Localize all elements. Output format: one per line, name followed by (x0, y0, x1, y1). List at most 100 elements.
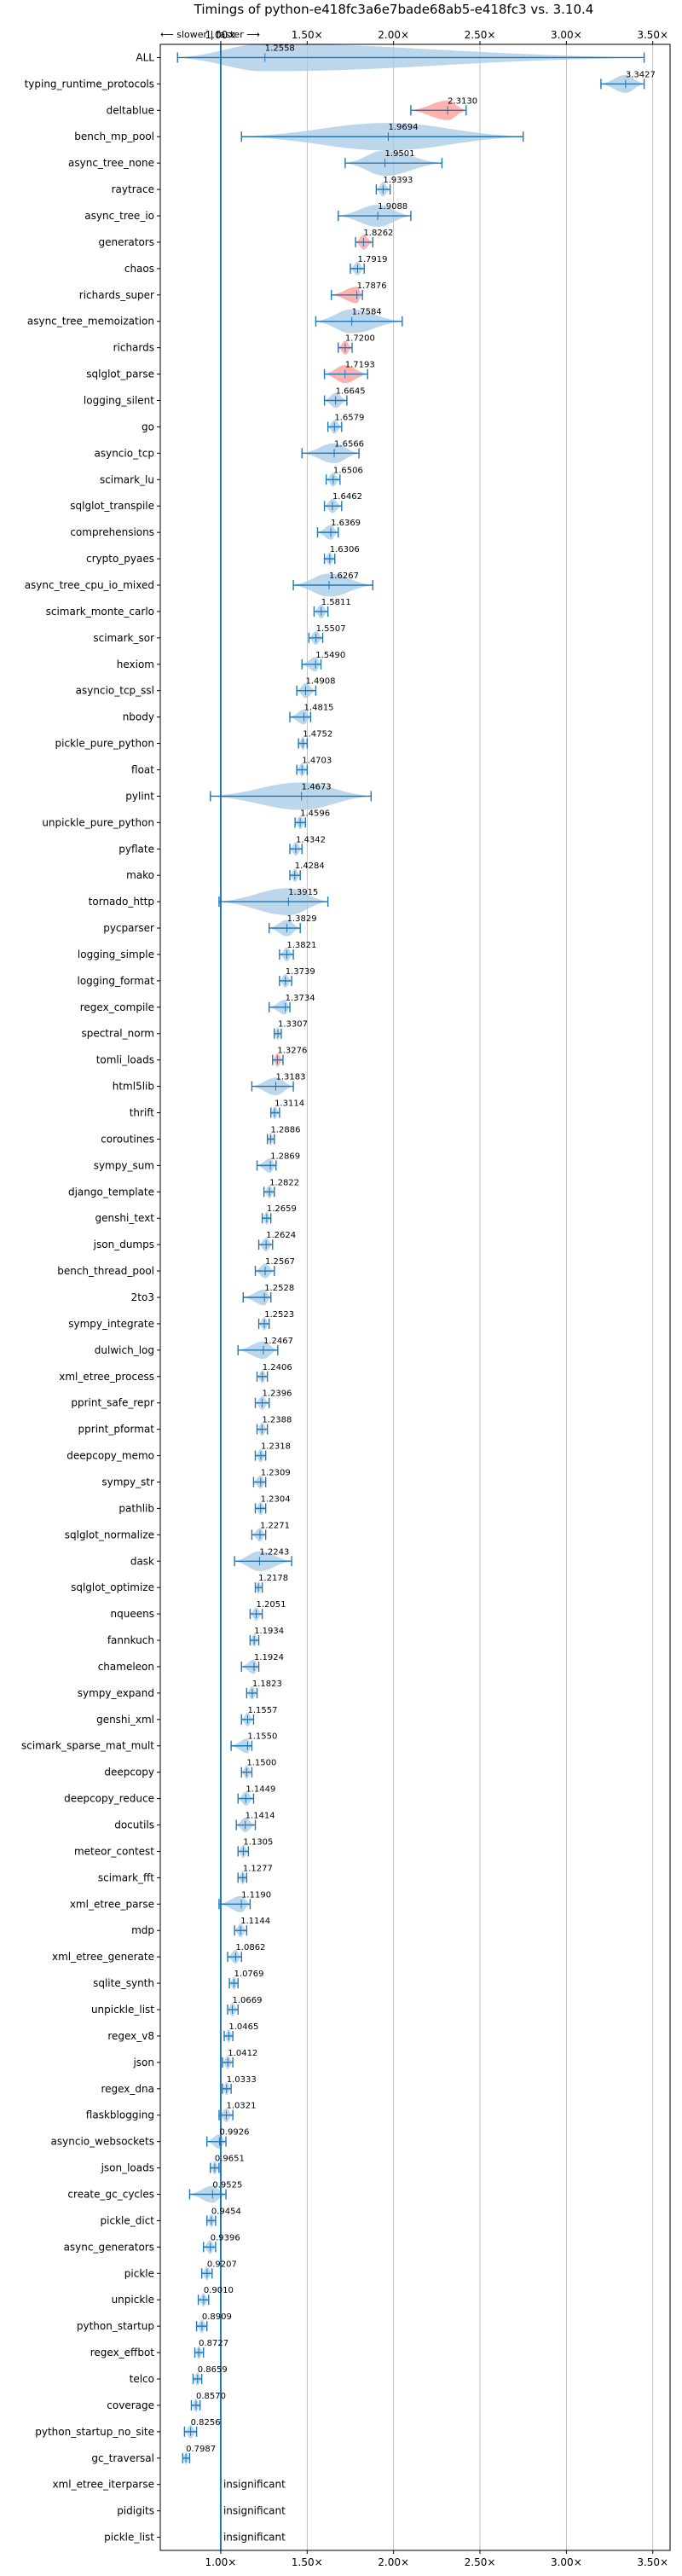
value-label: 1.2178 (258, 1574, 288, 1583)
y-tick-label: spectral_norm (81, 1028, 154, 1040)
value-label: 1.6369 (331, 519, 361, 528)
value-label: 1.2396 (263, 1390, 292, 1399)
value-label: 1.0412 (228, 2049, 257, 2058)
marks-layer (176, 44, 645, 2550)
value-label: 1.2304 (261, 1494, 291, 1504)
y-tick-label: deepcopy_memo (66, 1450, 154, 1462)
y-tick-label: xml_etree_parse (70, 1898, 154, 1910)
plot-frame (159, 44, 671, 2551)
y-tick-label: unpickle (112, 2294, 154, 2306)
y-tick-label: asyncio_websockets (51, 2136, 154, 2148)
y-tick-label: 2to3 (131, 1291, 154, 1303)
insignificant-label: insignificant (223, 2505, 286, 2517)
y-tick-label: asyncio_tcp_ssl (76, 685, 154, 697)
value-label: 0.8570 (196, 2392, 226, 2401)
y-tick-label: telco (130, 2373, 154, 2385)
value-label: 0.8909 (202, 2312, 232, 2322)
y-tick-label: scimark_sor (93, 632, 154, 644)
value-label: 0.9454 (211, 2207, 241, 2216)
value-label: 1.3739 (286, 967, 315, 977)
value-label: 1.9393 (383, 176, 413, 185)
value-label: 1.1557 (248, 1706, 278, 1715)
value-label: 1.6506 (333, 466, 363, 475)
y-tick-label: json (132, 2057, 154, 2068)
x-tick-label-bottom: 3.00× (551, 2556, 582, 2568)
y-tick-label: logging_silent (84, 395, 154, 407)
value-label: 1.7919 (357, 255, 387, 264)
value-label: 1.5811 (321, 598, 351, 607)
value-label: 1.7584 (352, 308, 382, 317)
value-label: 1.1500 (246, 1759, 276, 1768)
y-tick-label: scimark_monte_carlo (46, 606, 154, 618)
y-tick-label: async_tree_cpu_io_mixed (25, 579, 154, 591)
value-label: 1.2051 (257, 1600, 286, 1610)
y-tick-label: crypto_pyaes (86, 553, 154, 565)
y-tick-label: docutils (114, 1819, 154, 1831)
value-label: 1.0465 (228, 2022, 258, 2032)
value-label: 1.9501 (385, 149, 415, 159)
y-tick-label: fannkuch (107, 1634, 154, 1646)
y-tick-label: typing_runtime_protocols (25, 78, 154, 90)
value-label: 2.3130 (448, 96, 477, 106)
y-tick-label: hexiom (117, 659, 154, 670)
value-label: 1.9088 (378, 202, 407, 212)
value-label: 0.7987 (186, 2445, 216, 2454)
y-tick-label: pickle_pure_python (55, 738, 154, 750)
y-tick-label: sympy_expand (78, 1687, 154, 1699)
y-tick-label: async_tree_none (68, 157, 154, 169)
y-tick-label: tomli_loads (96, 1054, 154, 1066)
value-label: 1.4596 (300, 809, 330, 818)
value-label: 1.2624 (266, 1231, 296, 1240)
y-tick-label: sqlglot_transpile (70, 500, 154, 512)
value-label: 1.4342 (296, 835, 326, 844)
value-label: 1.4908 (305, 677, 335, 687)
value-label: 1.2523 (264, 1310, 294, 1320)
y-tick-label: chaos (124, 263, 154, 275)
y-tick-label: create_gc_cycles (67, 2188, 154, 2200)
x-tick-label-top: 3.00× (551, 29, 582, 41)
y-tick-label: go (142, 421, 154, 432)
x-tick-label-bottom: 2.50× (465, 2556, 496, 2568)
x-tick-label-top: 2.00× (378, 29, 409, 41)
value-label: 0.9396 (211, 2233, 240, 2242)
value-label: 1.1924 (254, 1653, 284, 1662)
y-tick-label: xml_etree_iterparse (52, 2479, 154, 2491)
value-label: 1.5507 (316, 624, 346, 634)
value-label: 1.4815 (304, 704, 334, 713)
value-label: 1.4284 (295, 862, 325, 871)
insignificant-label: insignificant (223, 2479, 286, 2491)
value-label: 1.6566 (334, 439, 364, 449)
ticks-layer: 1.00× 1.00× 1.50× 1.50× 2.00× 2.00× 2.50× 2.50×… (157, 29, 668, 2568)
y-tick-label: pidigits (117, 2505, 154, 2517)
value-label: 1.2388 (262, 1416, 292, 1425)
y-tick-label: thrift (130, 1107, 155, 1119)
y-tick-label: richards_super (79, 289, 154, 301)
y-tick-label: unpickle_list (91, 2004, 154, 2016)
value-label: 1.1823 (252, 1680, 282, 1689)
value-label: 1.4673 (302, 782, 332, 792)
value-label: 0.9651 (215, 2155, 245, 2164)
value-label: 1.0333 (227, 2075, 257, 2085)
y-tick-label: sqlglot_parse (86, 368, 154, 380)
value-label: 1.3183 (275, 1073, 305, 1082)
value-label: 1.2869 (270, 1152, 300, 1161)
y-tick-label: pprint_safe_repr (71, 1397, 154, 1409)
y-tick-label: bench_mp_pool (74, 131, 154, 142)
y-tick-label: logging_format (77, 975, 154, 987)
y-tick-label: async_tree_memoization (27, 316, 154, 328)
y-tick-label: json_dumps (93, 1239, 154, 1250)
y-tick-label: pickle_list (104, 2532, 154, 2544)
value-label: 1.1550 (247, 1732, 277, 1742)
y-tick-label: xml_etree_process (59, 1371, 154, 1383)
y-tick-label: flaskblogging (86, 2109, 154, 2121)
value-label: 1.0769 (234, 1970, 264, 1979)
value-label: 1.1934 (254, 1627, 284, 1636)
value-label: 1.2659 (267, 1204, 297, 1214)
y-tick-label: deepcopy_reduce (64, 1793, 154, 1805)
y-tick-label: genshi_text (95, 1212, 155, 1224)
y-tick-label: dask (130, 1555, 154, 1567)
y-tick-label: scimark_lu (100, 473, 154, 485)
value-label: 0.9010 (204, 2286, 234, 2295)
value-label: 0.9207 (207, 2260, 237, 2269)
y-tick-label: python_startup_no_site (35, 2426, 154, 2438)
